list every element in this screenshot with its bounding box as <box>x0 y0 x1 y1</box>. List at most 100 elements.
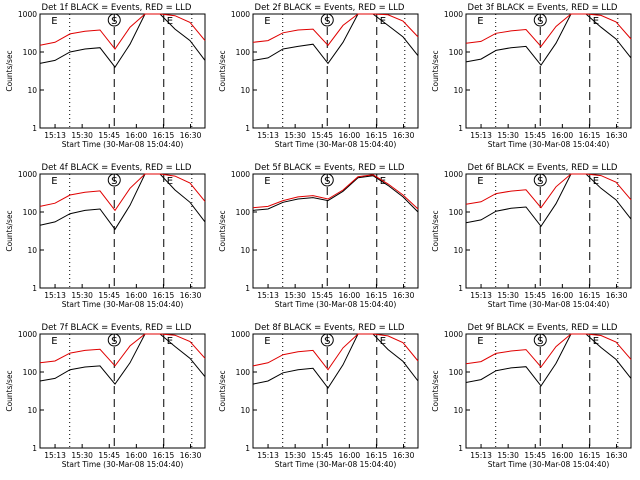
interval-marker-label: E <box>167 16 173 27</box>
x-tick-label: 15:30 <box>284 131 306 140</box>
x-tick-label: 15:13 <box>257 291 279 300</box>
marker-circle <box>107 173 121 187</box>
x-tick-label: 15:45 <box>524 131 546 140</box>
marker-circle <box>320 333 334 347</box>
x-tick-label: 15:45 <box>98 451 120 460</box>
y-tick-label: 1 <box>245 444 250 453</box>
x-tick-label: 15:13 <box>44 131 66 140</box>
interval-marker-label: E <box>593 336 599 347</box>
y-tick-label: 100 <box>236 368 251 377</box>
interval-marker-label: S <box>324 336 330 347</box>
x-tick-label: 16:00 <box>339 451 361 460</box>
x-axis-label: Start Time (30-Mar-08 15:04:40) <box>62 140 184 149</box>
x-tick-label: 16:00 <box>126 131 148 140</box>
chart-title: Det 6f BLACK = Events, RED = LLD <box>468 163 618 173</box>
y-tick-label: 100 <box>23 368 38 377</box>
x-tick-label: 15:13 <box>470 131 492 140</box>
y-tick-label: 100 <box>449 208 464 217</box>
y-tick-label: 10 <box>453 86 463 95</box>
interval-marker-label: E <box>167 176 173 187</box>
x-axis-label: Start Time (30-Mar-08 15:04:40) <box>488 140 610 149</box>
events-series-line <box>39 173 206 231</box>
y-tick-label: 1 <box>32 284 37 293</box>
interval-marker-label: S <box>111 176 117 187</box>
y-tick-label: 100 <box>236 48 251 57</box>
x-axis-label: Start Time (30-Mar-08 15:04:40) <box>275 460 397 469</box>
x-tick-label: 16:30 <box>180 451 202 460</box>
y-axis-label: Counts/sec <box>5 370 14 411</box>
y-tick-label: 1000 <box>231 330 250 339</box>
chart-title: Det 9f BLACK = Events, RED = LLD <box>468 323 618 333</box>
x-tick-label: 16:15 <box>366 451 388 460</box>
y-tick-label: 1000 <box>18 330 37 339</box>
y-tick-label: 1000 <box>444 170 463 179</box>
x-axis-label: Start Time (30-Mar-08 15:04:40) <box>275 140 397 149</box>
chart-panel-8: Det 8f BLACK = Events, RED = LLD 1 10 100 10… <box>218 323 419 469</box>
lld-series-line <box>252 13 419 47</box>
y-tick-label: 1000 <box>231 170 250 179</box>
x-tick-label: 16:30 <box>606 451 628 460</box>
x-tick-label: 15:13 <box>470 291 492 300</box>
x-tick-label: 16:15 <box>366 131 388 140</box>
events-series-line <box>465 173 632 228</box>
interval-marker-label: S <box>111 16 117 27</box>
interval-marker-label: S <box>537 176 543 187</box>
x-tick-label: 15:30 <box>497 291 519 300</box>
interval-marker-label: S <box>324 176 330 187</box>
chart-panel-2: Det 2f BLACK = Events, RED = LLD 1 10 100 10… <box>218 3 419 149</box>
x-tick-label: 16:30 <box>393 131 415 140</box>
y-tick-label: 10 <box>453 246 463 255</box>
y-axis-label: Counts/sec <box>5 50 14 91</box>
events-series-line <box>465 13 632 67</box>
x-axis-label: Start Time (30-Mar-08 15:04:40) <box>488 460 610 469</box>
x-tick-label: 15:30 <box>284 451 306 460</box>
y-tick-label: 100 <box>236 208 251 217</box>
interval-marker-label: E <box>264 336 270 347</box>
y-tick-label: 100 <box>449 48 464 57</box>
interval-marker-label: E <box>477 176 483 187</box>
x-tick-label: 16:15 <box>579 291 601 300</box>
x-tick-label: 15:13 <box>44 451 66 460</box>
plot-frame <box>39 173 206 289</box>
y-tick-label: 10 <box>27 246 37 255</box>
x-tick-label: 15:45 <box>524 291 546 300</box>
plot-frame <box>39 13 206 129</box>
chart-title: Det 7f BLACK = Events, RED = LLD <box>42 323 192 333</box>
y-axis-label: Counts/sec <box>5 210 14 251</box>
x-tick-label: 16:15 <box>153 451 175 460</box>
y-tick-label: 100 <box>23 208 38 217</box>
lld-series-line <box>39 13 206 50</box>
events-series-line <box>39 13 206 68</box>
chart-panel-1: Det 1f BLACK = Events, RED = LLD 1 10 100 10… <box>5 3 206 149</box>
marker-circle <box>533 333 547 347</box>
x-tick-label: 16:30 <box>606 291 628 300</box>
interval-marker-label: E <box>264 176 270 187</box>
chart-title: Det 5f BLACK = Events, RED = LLD <box>255 163 405 173</box>
plot-frame <box>465 333 632 449</box>
marker-circle <box>320 173 334 187</box>
x-tick-label: 16:15 <box>579 451 601 460</box>
marker-circle <box>320 13 334 27</box>
x-tick-label: 16:00 <box>552 291 574 300</box>
marker-circle <box>533 173 547 187</box>
y-axis-label: Counts/sec <box>218 370 227 411</box>
x-tick-label: 16:15 <box>579 131 601 140</box>
interval-marker-label: S <box>537 336 543 347</box>
x-tick-label: 16:00 <box>126 451 148 460</box>
x-tick-label: 15:45 <box>311 291 333 300</box>
y-tick-label: 10 <box>27 86 37 95</box>
chart-panel-7: Det 7f BLACK = Events, RED = LLD 1 10 100 10… <box>5 323 206 469</box>
events-series-line <box>39 333 206 385</box>
x-tick-label: 16:30 <box>606 131 628 140</box>
x-tick-label: 15:45 <box>524 451 546 460</box>
interval-marker-label: S <box>324 16 330 27</box>
interval-marker-label: E <box>593 16 599 27</box>
lld-series-line <box>465 13 632 48</box>
chart-title: Det 8f BLACK = Events, RED = LLD <box>255 323 405 333</box>
chart-panel-3: Det 3f BLACK = Events, RED = LLD 1 10 100 10… <box>431 3 632 149</box>
x-axis-label: Start Time (30-Mar-08 15:04:40) <box>488 300 610 309</box>
plot-frame <box>39 333 206 449</box>
x-tick-label: 15:13 <box>44 291 66 300</box>
chart-panel-6: Det 6f BLACK = Events, RED = LLD 1 10 100 10… <box>431 163 632 309</box>
y-tick-label: 1 <box>458 284 463 293</box>
